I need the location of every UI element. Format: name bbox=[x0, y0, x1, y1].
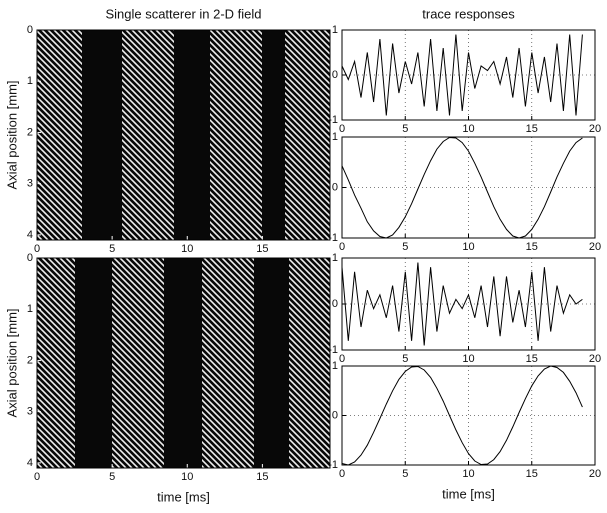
y-tick-label: 1 bbox=[332, 360, 338, 372]
y-tick-label: 0 bbox=[332, 69, 338, 81]
x-tick-label: 10 bbox=[462, 468, 474, 480]
x-tick-label: 5 bbox=[402, 123, 408, 135]
trace-line bbox=[341, 365, 583, 466]
x-tick-label: 20 bbox=[589, 353, 601, 365]
y-tick-label: 1 bbox=[332, 252, 338, 264]
chart-title: Single scatterer in 2-D field bbox=[105, 6, 261, 21]
y-tick-label: 2 bbox=[27, 126, 33, 138]
x-tick-label: 15 bbox=[526, 241, 538, 253]
y-tick-label: 0 bbox=[27, 24, 33, 36]
trace-line bbox=[341, 34, 583, 116]
y-tick-label: 1 bbox=[27, 75, 33, 87]
x-tick-label: 0 bbox=[339, 353, 345, 365]
y-axis-label: Axial position [mm] bbox=[4, 308, 19, 417]
y-tick-label: -1 bbox=[328, 232, 338, 244]
axes-frame bbox=[341, 257, 596, 351]
y-tick-label: 0 bbox=[27, 252, 33, 264]
y-tick-label: 1 bbox=[27, 303, 33, 315]
x-tick-label: 0 bbox=[34, 471, 40, 483]
y-tick-label: 3 bbox=[27, 178, 33, 190]
axes-frame bbox=[36, 29, 331, 241]
axes-frame bbox=[341, 29, 596, 121]
x-tick-label: 5 bbox=[402, 468, 408, 480]
axes-frame bbox=[341, 365, 596, 466]
x-tick-label: 5 bbox=[402, 353, 408, 365]
x-tick-label: 10 bbox=[462, 123, 474, 135]
y-tick-label: -1 bbox=[328, 344, 338, 356]
x-tick-label: 5 bbox=[402, 241, 408, 253]
x-axis-label: time [ms] bbox=[157, 489, 210, 504]
x-tick-label: 0 bbox=[339, 241, 345, 253]
x-axis-label: time [ms] bbox=[442, 486, 495, 501]
x-tick-label: 0 bbox=[34, 243, 40, 255]
x-tick-label: 15 bbox=[526, 468, 538, 480]
y-tick-label: 2 bbox=[27, 354, 33, 366]
x-tick-label: 10 bbox=[462, 353, 474, 365]
y-tick-label: 0 bbox=[332, 298, 338, 310]
y-tick-label: 0 bbox=[332, 409, 338, 421]
x-tick-label: 15 bbox=[256, 243, 268, 255]
axes-frame bbox=[36, 257, 331, 469]
chart-title: trace responses bbox=[422, 6, 515, 21]
y-tick-label: 1 bbox=[332, 24, 338, 36]
x-tick-label: 10 bbox=[462, 241, 474, 253]
trace-line bbox=[341, 136, 583, 239]
x-tick-label: 20 bbox=[589, 123, 601, 135]
y-tick-label: 0 bbox=[332, 181, 338, 193]
x-tick-label: 0 bbox=[339, 468, 345, 480]
x-tick-label: 5 bbox=[109, 471, 115, 483]
x-tick-label: 20 bbox=[589, 241, 601, 253]
y-tick-label: 4 bbox=[27, 457, 33, 469]
trace-line bbox=[341, 262, 583, 346]
x-tick-label: 15 bbox=[526, 353, 538, 365]
axes-frame bbox=[341, 136, 596, 239]
x-tick-label: 15 bbox=[256, 471, 268, 483]
image-bottom bbox=[37, 258, 330, 468]
x-tick-label: 0 bbox=[339, 123, 345, 135]
y-tick-label: 4 bbox=[27, 229, 33, 241]
image-top bbox=[37, 30, 330, 240]
x-tick-label: 15 bbox=[526, 123, 538, 135]
y-axis-label: Axial position [mm] bbox=[4, 80, 19, 189]
y-tick-label: 1 bbox=[332, 131, 338, 143]
x-tick-label: 5 bbox=[109, 243, 115, 255]
y-tick-label: 3 bbox=[27, 406, 33, 418]
x-tick-label: 10 bbox=[181, 243, 193, 255]
x-tick-label: 20 bbox=[589, 468, 601, 480]
x-tick-label: 10 bbox=[181, 471, 193, 483]
y-tick-label: -1 bbox=[328, 459, 338, 471]
y-tick-label: -1 bbox=[328, 114, 338, 126]
